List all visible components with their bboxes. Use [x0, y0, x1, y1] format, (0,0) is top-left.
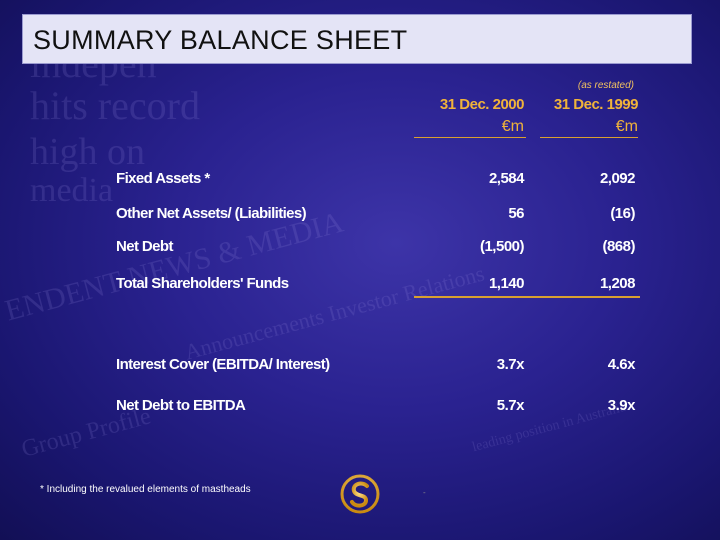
column-unit-1999: €m [615, 118, 638, 135]
total-rule [414, 296, 640, 298]
title-bar: SUMMARY BALANCE SHEET [22, 14, 692, 64]
decorative-mark: - [423, 488, 426, 497]
page-title: SUMMARY BALANCE SHEET [33, 25, 408, 55]
cell-net-debt-to-ebitda-2000: 5.7x [496, 397, 525, 414]
cell-other-net-assets-2000: 56 [508, 205, 524, 222]
column-unit-2000: €m [501, 118, 524, 135]
column-header-1999: 31 Dec. 1999 [553, 96, 639, 113]
row-label-net-debt-to-ebitda: Net Debt to EBITDA [116, 397, 246, 414]
row-label-fixed-assets: Fixed Assets * [116, 170, 210, 187]
cell-interest-cover-2000: 3.7x [496, 356, 525, 373]
cell-fixed-assets-2000: 2,584 [488, 170, 525, 187]
cell-net-debt-1999: (868) [602, 238, 635, 255]
row-label-other-net-assets: Other Net Assets/ (Liabilities) [116, 205, 307, 222]
restated-note: (as restated) [577, 80, 634, 91]
cell-net-debt-2000: (1,500) [479, 238, 525, 255]
row-label-interest-cover: Interest Cover (EBITDA/ Interest) [116, 356, 330, 373]
row-label-total-shareholders-funds: Total Shareholders' Funds [116, 275, 289, 292]
footnote: * Including the revalued elements of mas… [40, 484, 251, 495]
cell-interest-cover-1999: 4.6x [607, 356, 636, 373]
company-logo [340, 474, 380, 514]
cell-total-shareholders-funds-1999: 1,208 [599, 275, 636, 292]
cell-fixed-assets-1999: 2,092 [599, 170, 636, 187]
cell-net-debt-to-ebitda-1999: 3.9x [607, 397, 636, 414]
cell-other-net-assets-1999: (16) [610, 205, 635, 222]
header-rule-1999 [540, 137, 638, 138]
row-label-net-debt: Net Debt [116, 238, 173, 255]
column-header-2000: 31 Dec. 2000 [439, 96, 525, 113]
cell-total-shareholders-funds-2000: 1,140 [488, 275, 525, 292]
header-rule-2000 [414, 137, 526, 138]
